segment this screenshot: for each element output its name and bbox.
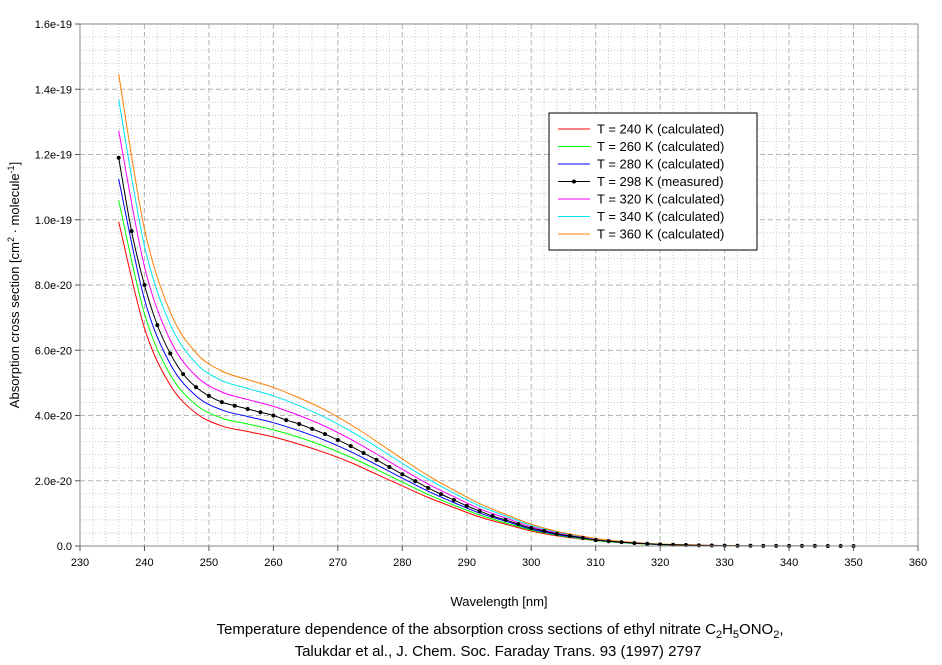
- grid: [79, 23, 919, 547]
- y-tick-label: 8.0e-20: [35, 280, 72, 292]
- x-tick-label: 300: [522, 557, 540, 569]
- legend-label: T = 340 K (calculated): [597, 209, 724, 224]
- data-point-298k: [374, 457, 379, 462]
- data-point-298k: [516, 522, 521, 527]
- legend-entry: T = 340 K (calculated): [558, 209, 724, 224]
- data-point-298k: [606, 539, 611, 544]
- data-point-298k: [426, 485, 431, 490]
- x-tick-label: 250: [200, 557, 218, 569]
- data-point-298k: [297, 421, 302, 426]
- legend-label: T = 320 K (calculated): [597, 192, 724, 207]
- data-point-298k: [271, 413, 276, 418]
- data-point-298k: [555, 531, 560, 536]
- data-point-298k: [232, 403, 237, 408]
- y-tick-label: 1.4e-19: [35, 84, 72, 96]
- legend-entry: T = 360 K (calculated): [558, 227, 724, 242]
- data-point-298k: [413, 479, 418, 484]
- legend-label: T = 360 K (calculated): [597, 227, 724, 242]
- legend-label: T = 280 K (calculated): [597, 157, 724, 172]
- x-tick-label: 350: [844, 557, 862, 569]
- y-tick-label: 6.0e-20: [35, 345, 72, 357]
- data-point-298k: [542, 528, 547, 533]
- y-tick-label: 2.0e-20: [35, 476, 72, 488]
- y-tick-label: 4.0e-20: [35, 411, 72, 423]
- x-tick-label: 260: [264, 557, 282, 569]
- y-tick-label: 1.2e-19: [35, 150, 72, 162]
- x-tick-label: 240: [135, 557, 153, 569]
- data-point-298k: [348, 444, 353, 449]
- data-point-298k: [477, 509, 482, 514]
- data-point-298k: [245, 406, 250, 411]
- data-point-298k: [335, 437, 340, 442]
- data-point-298k: [361, 451, 366, 456]
- data-point-298k: [142, 283, 147, 287]
- data-point-298k: [529, 526, 534, 531]
- data-point-298k: [129, 229, 134, 234]
- data-point-298k: [387, 465, 392, 470]
- y-tick-label: 0.0: [57, 541, 72, 553]
- legend-label: T = 260 K (calculated): [597, 139, 724, 154]
- x-tick-label: 330: [715, 557, 733, 569]
- data-point-298k: [451, 497, 456, 502]
- x-tick-label: 290: [458, 557, 476, 569]
- x-tick-label: 320: [651, 557, 669, 569]
- y-axis: 0.0 2.0e-20 4.0e-20 6.0e-20 8.0e-20 1.0e-19 1.…: [35, 19, 80, 553]
- x-tick-label: 280: [393, 557, 411, 569]
- data-point-298k: [593, 538, 598, 543]
- data-point-298k: [258, 410, 263, 415]
- data-point-298k: [181, 372, 186, 377]
- data-point-298k: [580, 535, 585, 540]
- data-point-298k: [658, 542, 663, 547]
- x-tick-label: 340: [780, 557, 798, 569]
- data-point-298k: [206, 393, 211, 398]
- x-tick-label: 360: [909, 557, 927, 569]
- legend-marker: [572, 179, 576, 184]
- data-point-298k: [503, 517, 508, 522]
- data-point-298k: [310, 426, 315, 431]
- legend-entry: T = 298 K (measured): [558, 174, 724, 189]
- x-axis-title: Wavelength [nm]: [450, 594, 547, 609]
- legend-label: T = 240 K (calculated): [597, 122, 724, 137]
- data-point-298k: [155, 323, 160, 328]
- legend-entry: T = 260 K (calculated): [558, 139, 724, 154]
- data-point-298k: [194, 385, 199, 390]
- data-point-298k: [284, 418, 289, 423]
- legend-label: T = 298 K (measured): [597, 174, 724, 189]
- data-point-298k: [322, 432, 327, 437]
- data-point-298k: [438, 492, 443, 497]
- data-point-298k: [116, 155, 121, 160]
- caption-line-2: Talukdar et al., J. Chem. Soc. Faraday T…: [295, 643, 702, 660]
- y-axis-title: Absorption cross section [cm2 · molecule…: [6, 162, 22, 408]
- data-point-298k: [464, 503, 469, 508]
- x-tick-label: 270: [329, 557, 347, 569]
- data-point-298k: [219, 400, 224, 405]
- data-point-298k: [696, 543, 701, 548]
- data-point-298k: [168, 351, 173, 356]
- data-point-298k: [632, 541, 637, 546]
- caption-line-1: Temperature dependence of the absorption…: [216, 621, 783, 641]
- y-tick-label: 1.6e-19: [35, 19, 72, 31]
- x-axis: 230 240 250 260 270 280 290 300 310 320 330 340 350 3…: [71, 546, 927, 569]
- data-point-298k: [619, 540, 624, 545]
- y-tick-label: 1.0e-19: [35, 215, 72, 227]
- data-point-298k: [490, 513, 495, 518]
- data-point-298k: [400, 472, 405, 477]
- legend-entry: T = 320 K (calculated): [558, 192, 724, 207]
- legend: T = 240 K (calculated) T = 260 K (calcula…: [548, 112, 758, 251]
- data-point-298k: [567, 533, 572, 538]
- data-point-298k: [645, 541, 650, 546]
- legend-entry: T = 240 K (calculated): [558, 122, 724, 137]
- x-tick-label: 310: [587, 557, 605, 569]
- legend-entry: T = 280 K (calculated): [558, 157, 724, 172]
- x-tick-label: 230: [71, 557, 89, 569]
